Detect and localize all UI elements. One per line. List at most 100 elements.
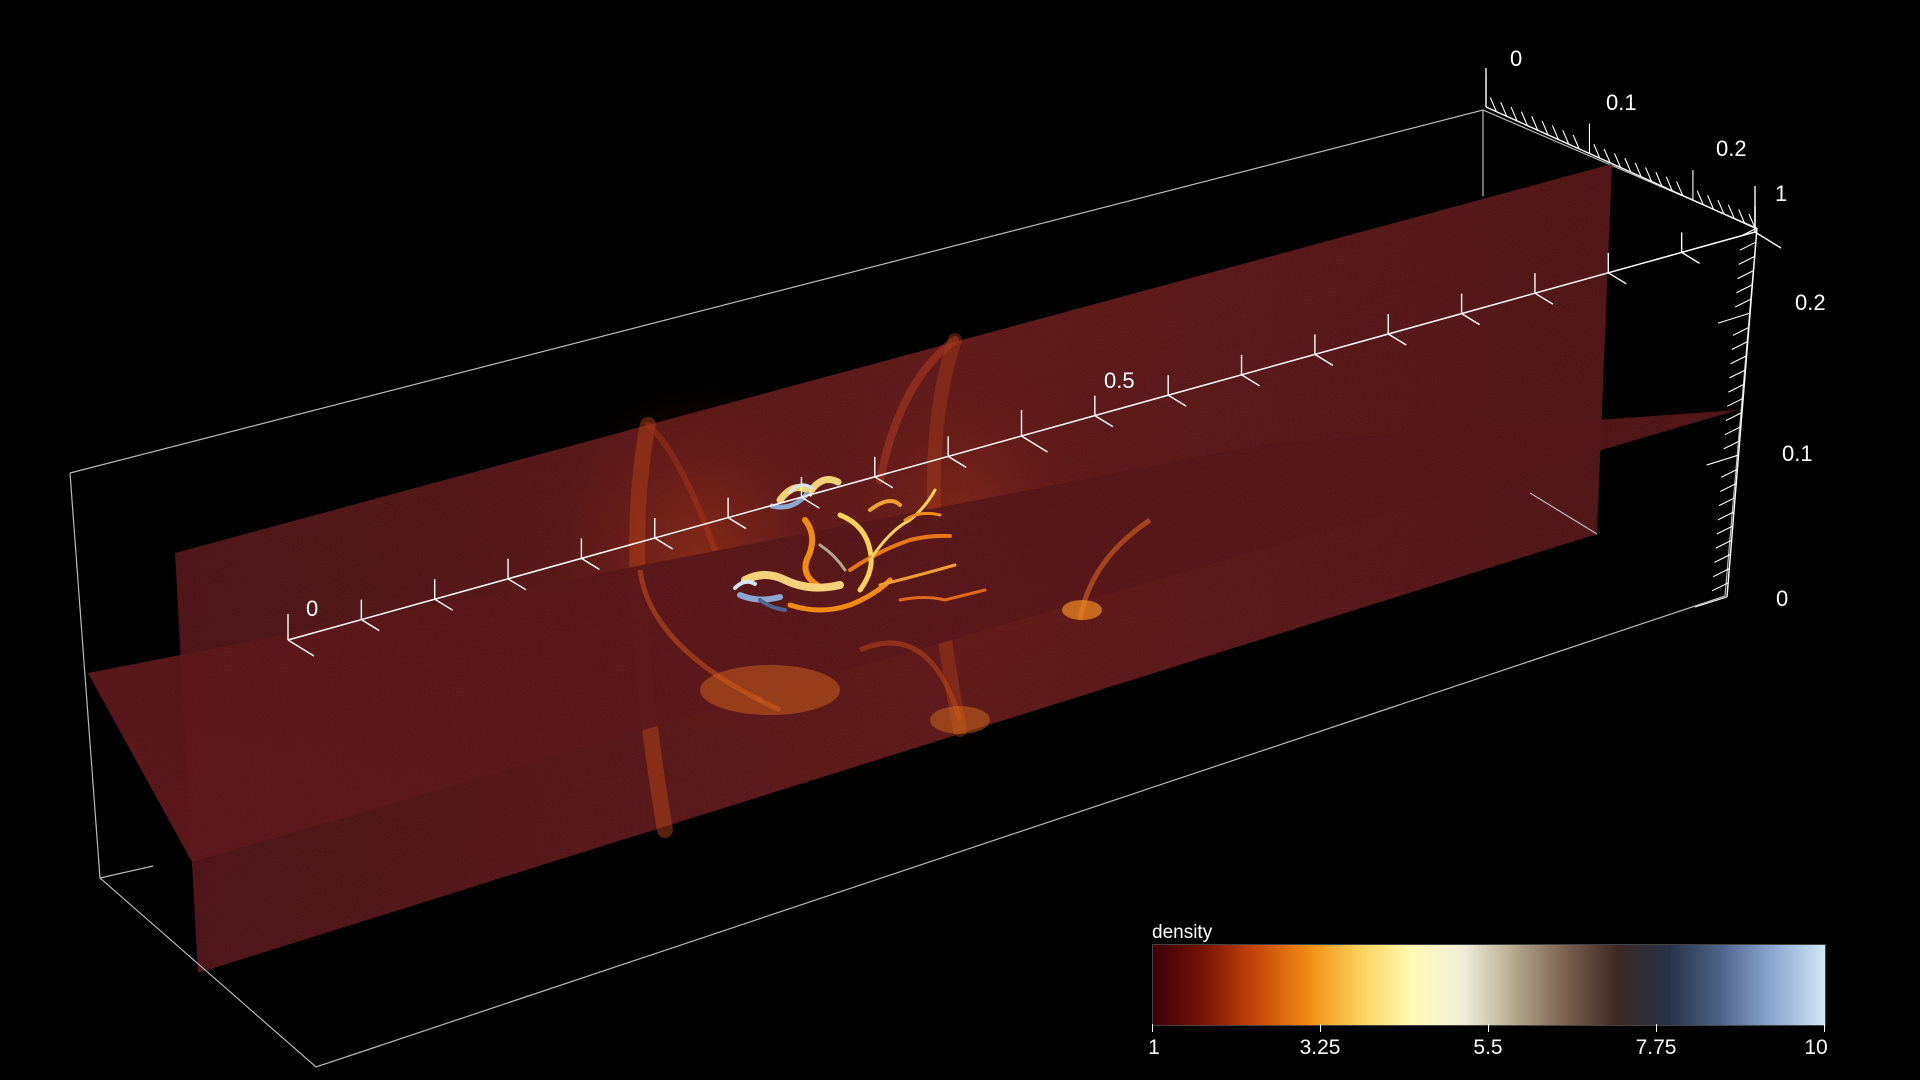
x-axis-tick — [1607, 272, 1627, 285]
x-axis-tick — [1094, 415, 1114, 428]
x-axis-tick — [654, 537, 674, 550]
y-axis-tick — [1624, 157, 1632, 173]
y-tick-label-0.2: 0.2 — [1716, 136, 1747, 161]
colorbar-legend: density 1 3.25 5.5 7.75 10 — [1148, 922, 1828, 1064]
colorbar-title: density — [1152, 922, 1213, 943]
colorbar-tick — [1320, 1024, 1321, 1032]
y-axis-tick — [1707, 195, 1715, 210]
z-axis-ticks — [1694, 227, 1758, 608]
colorbar-tick-label: 1 — [1148, 1036, 1160, 1059]
y-axis-tick — [1572, 134, 1580, 150]
z-axis-tick — [1714, 553, 1731, 563]
x-axis-tick — [874, 476, 894, 489]
x-axis-tick — [1167, 394, 1187, 407]
z-axis-tick — [1736, 284, 1753, 294]
z-axis-tick — [1728, 383, 1745, 393]
x-tick-label-1: 1 — [1775, 181, 1788, 206]
x-axis-tick — [360, 619, 380, 632]
z-axis-tick — [1716, 525, 1734, 535]
y-axis-tick — [1738, 209, 1746, 224]
z-axis-tick — [1694, 596, 1728, 608]
y-axis-tick — [1593, 143, 1601, 159]
x-tick-label-0: 0 — [306, 596, 319, 621]
y-axis-tick — [1645, 167, 1653, 182]
z-axis-tick — [1730, 355, 1747, 365]
z-axis-tick — [1717, 511, 1735, 521]
z-tick-label-0: 0 — [1776, 586, 1789, 611]
z-axis-tick — [1740, 227, 1758, 237]
y-axis-tick — [1489, 97, 1497, 112]
z-axis-tick — [1739, 241, 1757, 251]
x-axis-tick — [507, 578, 527, 591]
z-axis-tick — [1726, 397, 1744, 407]
x-axis-tick — [1534, 292, 1554, 305]
colorbar-gradient — [1152, 944, 1826, 1026]
y-axis-tick — [1551, 125, 1559, 140]
x-axis-tick — [287, 639, 315, 657]
x-axis-tick — [801, 496, 820, 509]
x-axis-tick — [1314, 353, 1334, 366]
y-tick-label-0.1: 0.1 — [1606, 90, 1637, 115]
z-axis-tick — [1725, 412, 1743, 421]
z-axis-tick — [1713, 568, 1730, 578]
y-axis-tick — [1655, 171, 1663, 187]
z-axis-tick — [1732, 326, 1750, 336]
y-axis-tick — [1676, 181, 1684, 196]
colorbar-tick — [1824, 1024, 1825, 1032]
x-axis-tick — [434, 598, 454, 611]
x-axis-tick — [947, 455, 967, 468]
z-axis-tick — [1715, 539, 1732, 549]
y-tick-label-0: 0 — [1510, 46, 1523, 71]
colorbar-tick-label: 3.25 — [1299, 1036, 1341, 1059]
z-tick-label-0.1: 0.1 — [1782, 441, 1813, 466]
y-axis-tick — [1665, 176, 1673, 191]
colorbar-tick-label: 10 — [1804, 1036, 1828, 1059]
x-axis-tick — [1681, 251, 1701, 264]
x-axis-tick — [581, 557, 600, 570]
z-axis-tick — [1719, 482, 1737, 492]
y-axis-tick — [1717, 199, 1725, 215]
z-tick-label-0.2: 0.2 — [1795, 290, 1826, 315]
z-axis-tick — [1731, 341, 1749, 351]
z-axis-tick — [1723, 440, 1740, 450]
colorbar-tick — [1656, 1024, 1657, 1032]
z-axis-tick — [1738, 255, 1755, 265]
y-axis-tick — [1562, 130, 1570, 145]
z-axis-tick — [1737, 270, 1754, 280]
y-axis-ticks — [1485, 77, 1756, 229]
y-axis-tick — [1748, 213, 1756, 229]
x-axis-tick — [1461, 313, 1480, 326]
z-axis-tick — [1729, 369, 1746, 379]
x-axis-tick — [1241, 374, 1260, 387]
y-axis-tick — [1613, 153, 1622, 168]
y-axis-tick — [1510, 106, 1518, 122]
x-axis-tick — [1754, 231, 1782, 249]
colorbar-tick — [1488, 1024, 1489, 1032]
colorbar-tick — [1152, 1024, 1153, 1032]
colorbar-tick-label: 5.5 — [1473, 1036, 1503, 1059]
z-axis-tick — [1717, 312, 1751, 324]
z-axis-tick — [1724, 426, 1742, 436]
z-axis-tick — [1706, 454, 1739, 466]
y-axis-tick — [1500, 102, 1508, 117]
bounding-box-front — [69, 227, 1758, 1068]
y-axis-tick — [1520, 111, 1528, 126]
x-tick-label-0.5: 0.5 — [1104, 368, 1135, 393]
y-axis-tick — [1541, 120, 1549, 136]
y-axis-tick — [1727, 204, 1735, 219]
x-axis-tick — [727, 517, 747, 530]
z-axis-tick — [1711, 582, 1729, 592]
y-axis-tick — [1603, 148, 1611, 164]
y-axis-tick — [1634, 162, 1642, 178]
y-axis-tick — [1696, 190, 1704, 205]
x-axis-tick — [1021, 435, 1048, 453]
y-axis-tick — [1531, 116, 1539, 131]
z-axis-tick — [1721, 468, 1738, 478]
z-axis-tick — [1718, 497, 1736, 507]
dense-cloud — [733, 476, 987, 613]
x-axis-tick — [1387, 333, 1407, 346]
z-axis-tick — [1734, 298, 1752, 308]
bounding-box-back — [69, 109, 1758, 474]
colorbar-tick-label: 7.75 — [1635, 1036, 1677, 1059]
